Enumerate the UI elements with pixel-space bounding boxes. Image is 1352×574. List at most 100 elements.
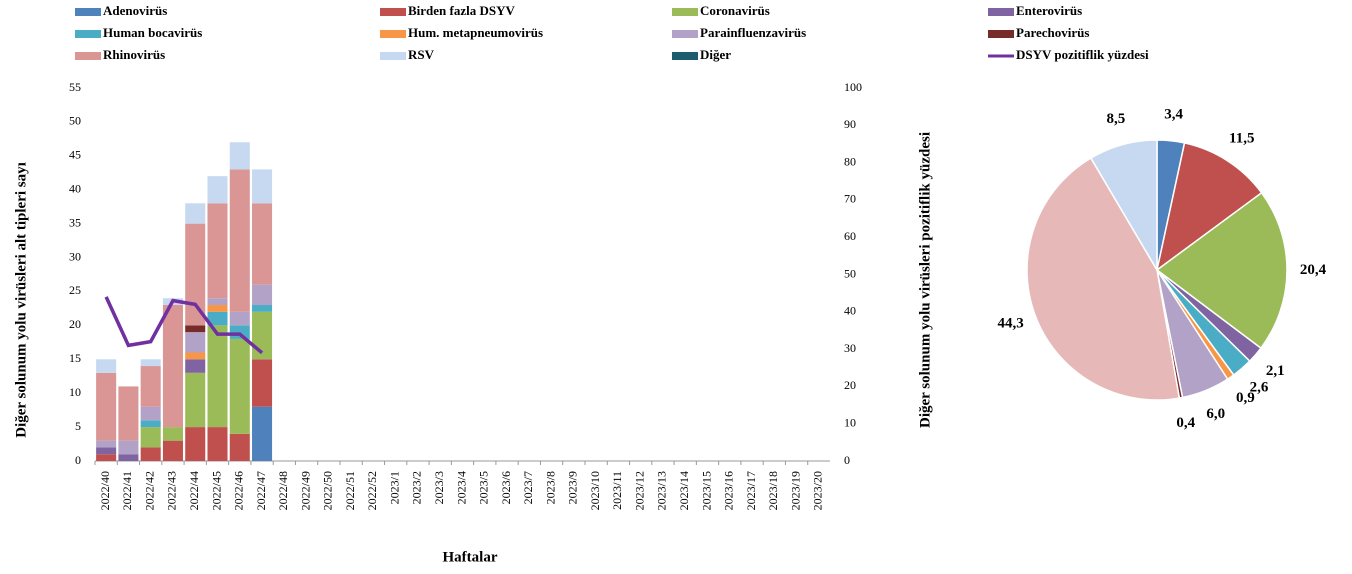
x-tick-label: 2023/18 [766, 471, 780, 510]
pie-label: 8,5 [1107, 111, 1126, 127]
y2-tick-label: 80 [844, 154, 856, 168]
y-tick-label: 40 [69, 181, 81, 195]
legend-swatch [380, 52, 406, 60]
bar-segment [96, 372, 117, 441]
legend-swatch [988, 30, 1014, 38]
y-tick-label: 50 [69, 114, 81, 128]
bar-segment [140, 366, 161, 407]
x-tick-label: 2022/47 [254, 471, 268, 510]
y2-tick-label: 0 [844, 453, 850, 467]
bar-segment [118, 440, 139, 455]
legend: Adenovirüs Birden fazla DSYV Coronavirüs En… [75, 3, 1149, 62]
pie-label: 2,1 [1266, 363, 1285, 379]
bar-segment [229, 169, 250, 312]
x-tick-label: 2022/49 [298, 471, 312, 510]
bar-segment [96, 447, 117, 455]
x-tick-label: 2023/6 [499, 471, 513, 504]
x-tick-label: 2023/15 [699, 471, 713, 510]
pie-slice [1089, 139, 1158, 273]
y-tick-label: 20 [69, 317, 81, 331]
bar-segment [207, 298, 228, 306]
x-tick-label: 2022/42 [142, 471, 156, 510]
y-tick-label: 5 [75, 419, 81, 433]
y2-tick-label: 10 [844, 415, 856, 429]
bar-segment [118, 454, 139, 461]
y-tick-label: 55 [69, 80, 81, 94]
x-tick-label: 2022/46 [232, 471, 246, 510]
x-tick-label: 2023/8 [543, 471, 557, 504]
bar-segment [185, 332, 206, 353]
x-tick-label: 2023/10 [588, 471, 602, 510]
pie-slice [1155, 191, 1288, 350]
bar-segment [140, 406, 161, 421]
bar-segment [162, 427, 183, 441]
bar-segment [140, 420, 161, 428]
legend-swatch [672, 52, 698, 60]
legend-swatch [672, 30, 698, 38]
pie-label: 44,3 [997, 315, 1023, 331]
legend-swatch [988, 8, 1014, 16]
bar-segment [162, 305, 183, 428]
x-tick-label: 2023/4 [454, 471, 468, 504]
legend-label: Rhinovirüs [103, 47, 165, 62]
bar-segment [118, 386, 139, 441]
legend-swatch [75, 8, 101, 16]
x-tick-label: 2022/50 [321, 471, 335, 510]
y2-tick-label: 50 [844, 266, 856, 280]
x-tick-label: 2023/5 [477, 471, 491, 504]
bar-segment [140, 427, 161, 448]
bar-segment [185, 325, 206, 333]
bar-segment [252, 169, 273, 204]
legend-label: Birden fazla DSYV [408, 3, 516, 18]
legend-label: Hum. metapneumovirüs [408, 25, 543, 40]
x-tick-label: 2022/51 [343, 471, 357, 510]
x-tick-label: 2023/7 [521, 471, 535, 504]
y2-tick-label: 40 [844, 304, 856, 318]
y-tick-label: 15 [69, 351, 81, 365]
bar-segment [185, 372, 206, 428]
bar-segment [252, 406, 273, 461]
x-tick-label: 2023/13 [655, 471, 669, 510]
pie-label: 0,9 [1236, 390, 1255, 406]
pie-label: 6,0 [1206, 406, 1225, 422]
x-tick-label: 2023/11 [610, 471, 624, 510]
x-tick-label: 2023/20 [811, 471, 825, 510]
y-tick-label: 35 [69, 215, 81, 229]
legend-swatch [672, 8, 698, 16]
x-tick-label: 2023/9 [566, 471, 580, 504]
bar-segment [96, 359, 117, 373]
x-tick-label: 2023/16 [722, 471, 736, 510]
legend-swatch [380, 8, 406, 16]
x-tick-label: 2022/40 [98, 471, 112, 510]
legend-swatch [75, 30, 101, 38]
y2-tick-label: 100 [844, 80, 862, 94]
bar-segment [96, 440, 117, 448]
bar-segment [252, 284, 273, 306]
bar-segment [229, 325, 250, 339]
pie-slice [1026, 157, 1181, 401]
legend-label: Parainfluenzavirüs [700, 25, 806, 40]
legend-swatch [380, 30, 406, 38]
x-tick-label: 2022/52 [365, 471, 379, 510]
y-tick-label: 45 [69, 148, 81, 162]
y2-axis-title: Diğer solunum yolu virüsleri pozitiflik … [917, 132, 933, 428]
pie-label: 3,4 [1164, 106, 1183, 122]
y-tick-label: 30 [69, 249, 81, 263]
x-tick-label: 2022/44 [187, 471, 201, 510]
y-tick-label: 25 [69, 283, 81, 297]
legend-label: Parechovirüs [1016, 25, 1089, 40]
bar-segment [185, 427, 206, 461]
bar-segment [252, 359, 273, 407]
bar-segment [162, 440, 183, 461]
bar-segment [207, 203, 228, 299]
bar-segment [140, 359, 161, 367]
bar-segment [185, 223, 206, 326]
y2-tick-label: 60 [844, 229, 856, 243]
y2-tick-label: 20 [844, 378, 856, 392]
legend-label: Enterovirüs [1016, 3, 1082, 18]
pie-label: 20,4 [1300, 262, 1327, 278]
pie-slice [1155, 142, 1263, 272]
bar-segment [207, 176, 228, 204]
legend-label: Diğer [700, 47, 731, 62]
